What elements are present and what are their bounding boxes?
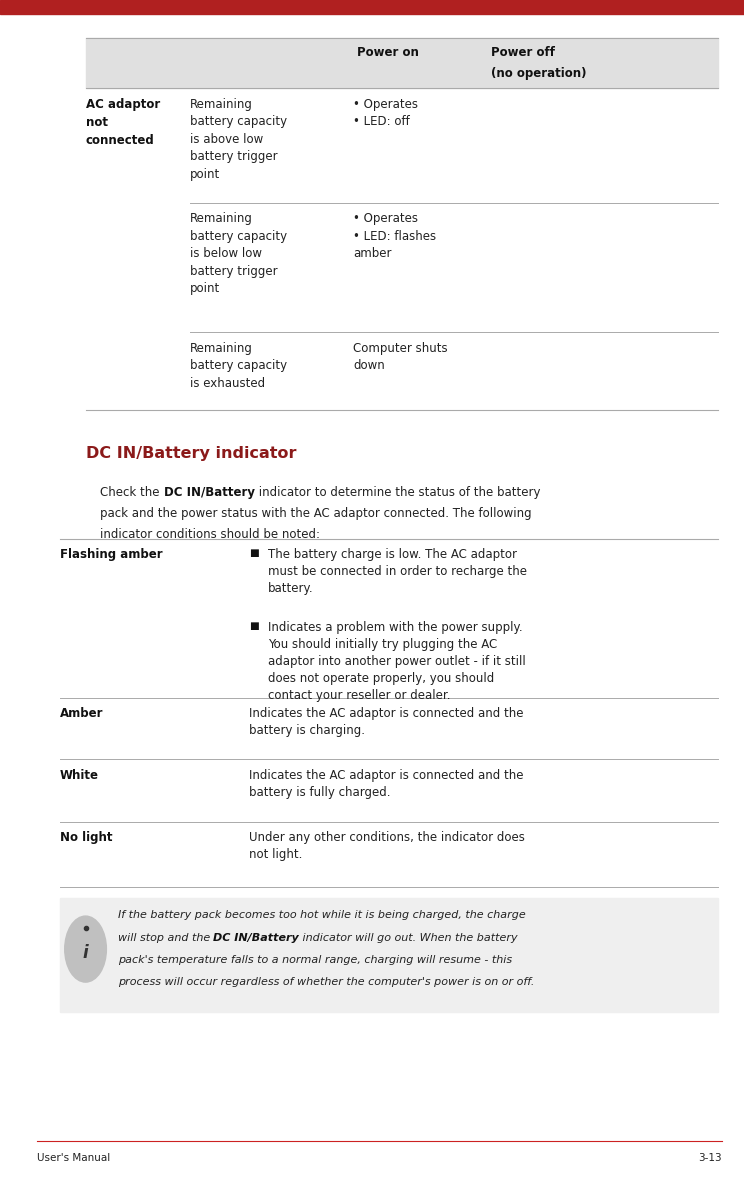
Text: Check the: Check the <box>100 486 164 499</box>
Bar <box>0 0 744 14</box>
Text: process will occur regardless of whether the computer's power is on or off.: process will occur regardless of whether… <box>118 977 534 987</box>
Text: ■: ■ <box>249 548 259 558</box>
Text: indicator will go out. When the battery: indicator will go out. When the battery <box>299 933 518 942</box>
Bar <box>60 898 718 1012</box>
Text: DC IN/Battery indicator: DC IN/Battery indicator <box>86 446 296 461</box>
Text: White: White <box>60 769 98 782</box>
Bar <box>86 38 718 88</box>
Text: Power on: Power on <box>357 46 419 59</box>
Text: • Operates
• LED: flashes
amber: • Operates • LED: flashes amber <box>353 212 437 261</box>
Text: Amber: Amber <box>60 707 103 720</box>
Text: Remaining
battery capacity
is exhausted: Remaining battery capacity is exhausted <box>190 342 287 390</box>
Text: DC IN/Battery: DC IN/Battery <box>164 486 254 499</box>
Text: No light: No light <box>60 831 112 844</box>
Text: Computer shuts
down: Computer shuts down <box>353 342 448 373</box>
Text: AC adaptor
not
connected: AC adaptor not connected <box>86 98 160 147</box>
Text: indicator conditions should be noted:: indicator conditions should be noted: <box>100 528 321 541</box>
Text: User's Manual: User's Manual <box>37 1153 110 1162</box>
Text: Under any other conditions, the indicator does
not light.: Under any other conditions, the indicato… <box>249 831 525 861</box>
Text: 3-13: 3-13 <box>698 1153 722 1162</box>
Text: pack and the power status with the AC adaptor connected. The following: pack and the power status with the AC ad… <box>100 507 532 520</box>
Text: DC IN/Battery: DC IN/Battery <box>214 933 299 942</box>
Text: (no operation): (no operation) <box>491 67 586 80</box>
Text: The battery charge is low. The AC adaptor
must be connected in order to recharge: The battery charge is low. The AC adapto… <box>268 548 527 595</box>
Circle shape <box>65 916 106 982</box>
Text: • Operates
• LED: off: • Operates • LED: off <box>353 98 418 129</box>
Text: Flashing amber: Flashing amber <box>60 548 162 561</box>
Text: Indicates the AC adaptor is connected and the
battery is fully charged.: Indicates the AC adaptor is connected an… <box>249 769 524 798</box>
Text: indicator to determine the status of the battery: indicator to determine the status of the… <box>254 486 540 499</box>
Text: Indicates a problem with the power supply.
You should initially try plugging the: Indicates a problem with the power suppl… <box>268 621 525 703</box>
Text: will stop and the: will stop and the <box>118 933 214 942</box>
Text: i: i <box>83 943 89 962</box>
Text: Indicates the AC adaptor is connected and the
battery is charging.: Indicates the AC adaptor is connected an… <box>249 707 524 737</box>
Text: If the battery pack becomes too hot while it is being charged, the charge: If the battery pack becomes too hot whil… <box>118 910 525 920</box>
Text: Power off: Power off <box>491 46 555 59</box>
Text: ■: ■ <box>249 621 259 631</box>
Text: Remaining
battery capacity
is above low
battery trigger
point: Remaining battery capacity is above low … <box>190 98 287 180</box>
Text: pack's temperature falls to a normal range, charging will resume - this: pack's temperature falls to a normal ran… <box>118 955 512 964</box>
Text: Remaining
battery capacity
is below low
battery trigger
point: Remaining battery capacity is below low … <box>190 212 287 295</box>
